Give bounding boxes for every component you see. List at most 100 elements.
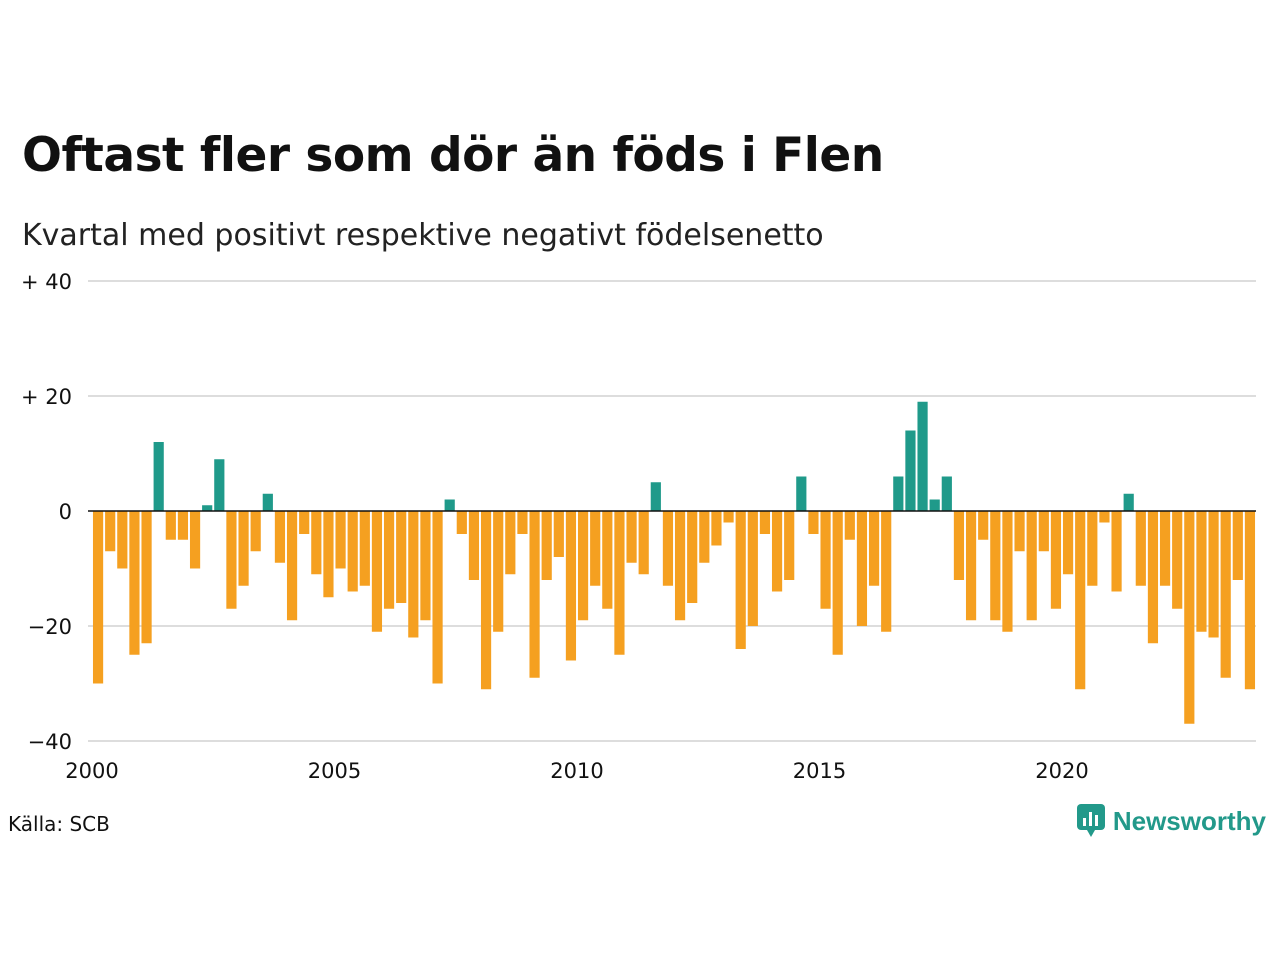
bar — [371, 511, 383, 632]
gridlines — [88, 280, 1256, 742]
bar — [250, 511, 261, 552]
bar — [868, 511, 880, 586]
bar — [674, 511, 686, 621]
bar — [1220, 511, 1231, 678]
bar — [432, 511, 443, 684]
x-tick-label: 2015 — [793, 759, 846, 783]
bar — [965, 511, 977, 621]
bar — [941, 476, 952, 511]
bar — [1050, 511, 1062, 609]
bar — [978, 511, 989, 540]
y-tick-label: + 20 — [21, 385, 72, 409]
bar — [444, 499, 455, 511]
bar — [687, 511, 698, 603]
bar — [456, 511, 467, 534]
bar — [420, 511, 431, 621]
bar — [905, 430, 916, 511]
bar — [1244, 511, 1256, 690]
bar — [468, 511, 480, 580]
chart-title: Oftast fler som dör än föds i Flen — [22, 128, 884, 183]
bar — [856, 511, 868, 626]
bar — [335, 511, 346, 569]
bar — [1172, 511, 1183, 609]
bar — [286, 511, 298, 621]
bars — [92, 401, 1256, 724]
bar — [796, 476, 807, 511]
bar — [541, 511, 552, 580]
bar-chart: + 40 + 20 0 −20 −40 2000 2005 2010 2015 2020 — [21, 270, 1256, 783]
bar — [1062, 511, 1074, 575]
bar — [577, 511, 589, 621]
chart-subtitle: Kvartal med positivt respektive negativt… — [22, 218, 824, 253]
bar — [480, 511, 492, 690]
bar — [1123, 493, 1134, 511]
bar — [1099, 511, 1110, 523]
bar — [929, 499, 940, 511]
bar — [1159, 511, 1171, 586]
bar — [323, 511, 334, 598]
bar — [735, 511, 746, 649]
brand-name: Newsworthy — [1112, 805, 1266, 836]
bar — [493, 511, 504, 632]
y-tick-label: −20 — [28, 615, 72, 639]
bar — [614, 511, 625, 655]
bar — [1014, 511, 1025, 552]
bar — [117, 511, 128, 569]
bar — [141, 511, 152, 644]
bar — [650, 482, 661, 511]
bar — [662, 511, 674, 586]
bar — [262, 493, 273, 511]
bar — [1147, 511, 1159, 644]
bar — [1135, 511, 1146, 586]
bar — [129, 511, 140, 655]
bar — [723, 511, 734, 523]
bar — [820, 511, 831, 609]
bar — [808, 511, 819, 534]
x-tick-label: 2005 — [308, 759, 361, 783]
bar — [1087, 511, 1098, 586]
bar — [844, 511, 855, 540]
bar — [638, 511, 649, 575]
bar — [1196, 511, 1207, 632]
bar — [759, 511, 771, 534]
bar — [226, 511, 237, 609]
x-tick-label: 2020 — [1035, 759, 1088, 783]
bar — [505, 511, 516, 575]
bar — [214, 459, 225, 511]
source-note: Källa: SCB — [8, 812, 110, 836]
bar — [1002, 511, 1013, 632]
bar — [747, 511, 758, 626]
x-tick-label: 2010 — [550, 759, 603, 783]
bar — [165, 511, 176, 540]
bar — [153, 442, 164, 511]
bar — [529, 511, 540, 678]
bar — [990, 511, 1001, 621]
bar — [1038, 511, 1049, 552]
bar — [1232, 511, 1243, 580]
bar — [711, 511, 722, 546]
bar — [92, 511, 104, 684]
y-tick-label: 0 — [59, 500, 72, 524]
bar — [299, 511, 310, 534]
y-tick-label: −40 — [28, 730, 72, 754]
bar — [602, 511, 613, 609]
bar — [383, 511, 395, 609]
bar — [626, 511, 637, 563]
bar — [517, 511, 528, 534]
bar — [311, 511, 322, 575]
x-axis-ticks: 2000 2005 2010 2015 2020 — [65, 759, 1088, 783]
bar — [953, 511, 965, 580]
bar — [881, 511, 892, 632]
bar — [590, 511, 601, 586]
bar — [396, 511, 407, 603]
bar — [189, 511, 201, 569]
bar — [347, 511, 358, 592]
y-tick-label: + 40 — [21, 270, 72, 294]
brand-logo: Newsworthy — [1076, 804, 1266, 838]
bar — [105, 511, 116, 552]
bar — [553, 511, 564, 557]
bar — [917, 401, 928, 511]
bar — [1111, 511, 1122, 592]
bar — [1208, 511, 1219, 638]
bar — [832, 511, 843, 655]
